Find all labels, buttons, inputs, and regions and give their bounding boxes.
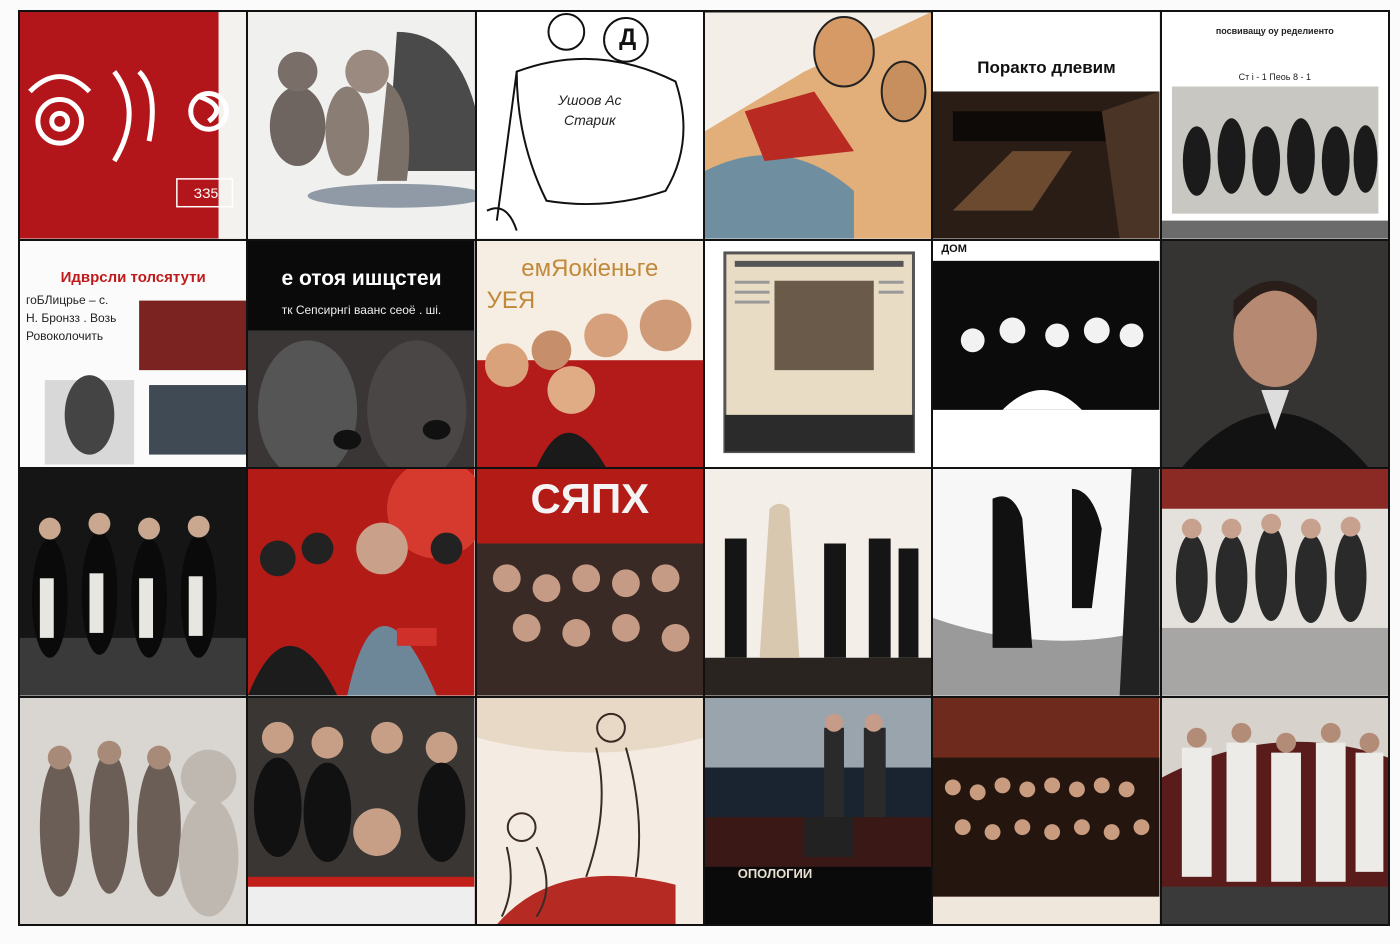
tile-group-in-white-scarves: [20, 469, 247, 696]
collage-line-2: Н. Бронзз . Возь: [26, 310, 117, 325]
banner-subtitle: тк Сепсирнгі ваанс сеоё . ші.: [281, 302, 442, 317]
desk-label: ОПОЛОГИИ: [737, 865, 813, 881]
news-head-1: посвиващу оу ределиенто: [1215, 26, 1334, 36]
collage-line-3: Ровоколочить: [26, 328, 104, 343]
tile-art: [933, 240, 1160, 467]
tile-red-title-crowd: СЯПХ: [476, 469, 703, 696]
tile-art: [20, 469, 247, 696]
tile-bw-crowd-poster: ДОМ: [933, 240, 1160, 467]
tile-art: [476, 697, 703, 924]
tile-newspaper-tablet: [704, 240, 932, 467]
tile-art: [20, 12, 247, 239]
tile-faded-group-photo: [20, 697, 247, 924]
tile-red-crowd-scene: [248, 469, 475, 696]
tile-art: [476, 469, 703, 696]
tile-art: [1161, 12, 1388, 239]
tile-art: [20, 240, 247, 467]
tile-white-uniform-group: [1161, 697, 1388, 924]
tile-art: [1161, 697, 1388, 924]
tile-seated-group-photo: [1161, 469, 1388, 696]
tile-news-group-photo: посвиващу оу ределиенто Ст і - 1 Пеоь 8 …: [1161, 12, 1388, 239]
sketch-line-2: Старик: [564, 112, 616, 128]
sketch-line-1: Ушоов Ас: [558, 92, 622, 108]
tile-cartoon-figures: [248, 12, 475, 239]
tile-abstract-hands: [704, 12, 932, 239]
tile-collage-page: Идврсли толсятути гоБЛицрье – с. Н. Брон…: [20, 240, 247, 467]
tile-theater-sketch: [476, 697, 703, 924]
tile-art: [704, 240, 932, 467]
image-grid: ЗЗ5 Д Ушоов Ас Старик: [18, 10, 1390, 926]
tile-man-portrait: [1161, 240, 1388, 467]
tile-art: [1161, 469, 1388, 696]
bubble-text: Д: [619, 24, 637, 51]
tile-art: [933, 469, 1160, 696]
tile-silhouette-scene: [933, 469, 1160, 696]
tile-sepia-crowd: [933, 697, 1160, 924]
tile-red-emblem-poster: ЗЗ5: [20, 12, 247, 239]
collage-line-1: гоБЛицрье – с.: [26, 292, 109, 307]
news-head-2: Ст і - 1 Пеоь 8 - 1: [1238, 72, 1311, 82]
poster-title-1: емЯокіеньге: [521, 254, 659, 282]
tile-portrait-group-poster: емЯокіеньге УЕЯ: [476, 240, 703, 467]
tile-dark-hall-poster: Поракто длевим: [933, 12, 1160, 239]
tile-art: [704, 469, 932, 696]
tile-art: [248, 12, 475, 239]
tile-art: [20, 697, 247, 924]
tile-art: [933, 697, 1160, 924]
tile-art: [704, 697, 932, 924]
tile-art: [1161, 240, 1388, 467]
poster-title: Поракто длевим: [977, 58, 1116, 77]
collage-title: Идврсли толсятути: [60, 268, 206, 286]
tile-black-banner: е отоя ишцстеи тк Сепсирнгі ваанс сеоё .…: [248, 240, 475, 467]
tile-stage-figures: [704, 469, 932, 696]
tile-art: [248, 469, 475, 696]
tile-art: [933, 12, 1160, 239]
badge-text: ЗЗ5: [193, 185, 219, 201]
tile-art: [476, 12, 703, 239]
tile-sketch-drawing: Д Ушоов Ас Старик: [476, 12, 703, 239]
tile-art: [476, 240, 703, 467]
banner-title: е отоя ишцстеи: [281, 266, 442, 290]
tile-stage-desk-scene: ОПОЛОГИИ: [704, 697, 932, 924]
tile-crowd-with-table: [248, 697, 475, 924]
tile-art: [248, 697, 475, 924]
tile-art: [704, 12, 932, 239]
red-title: СЯПХ: [530, 475, 650, 522]
poster-title-2: УЕЯ: [486, 286, 536, 314]
tile-art: [248, 240, 475, 467]
corner-label: ДОМ: [941, 242, 967, 255]
